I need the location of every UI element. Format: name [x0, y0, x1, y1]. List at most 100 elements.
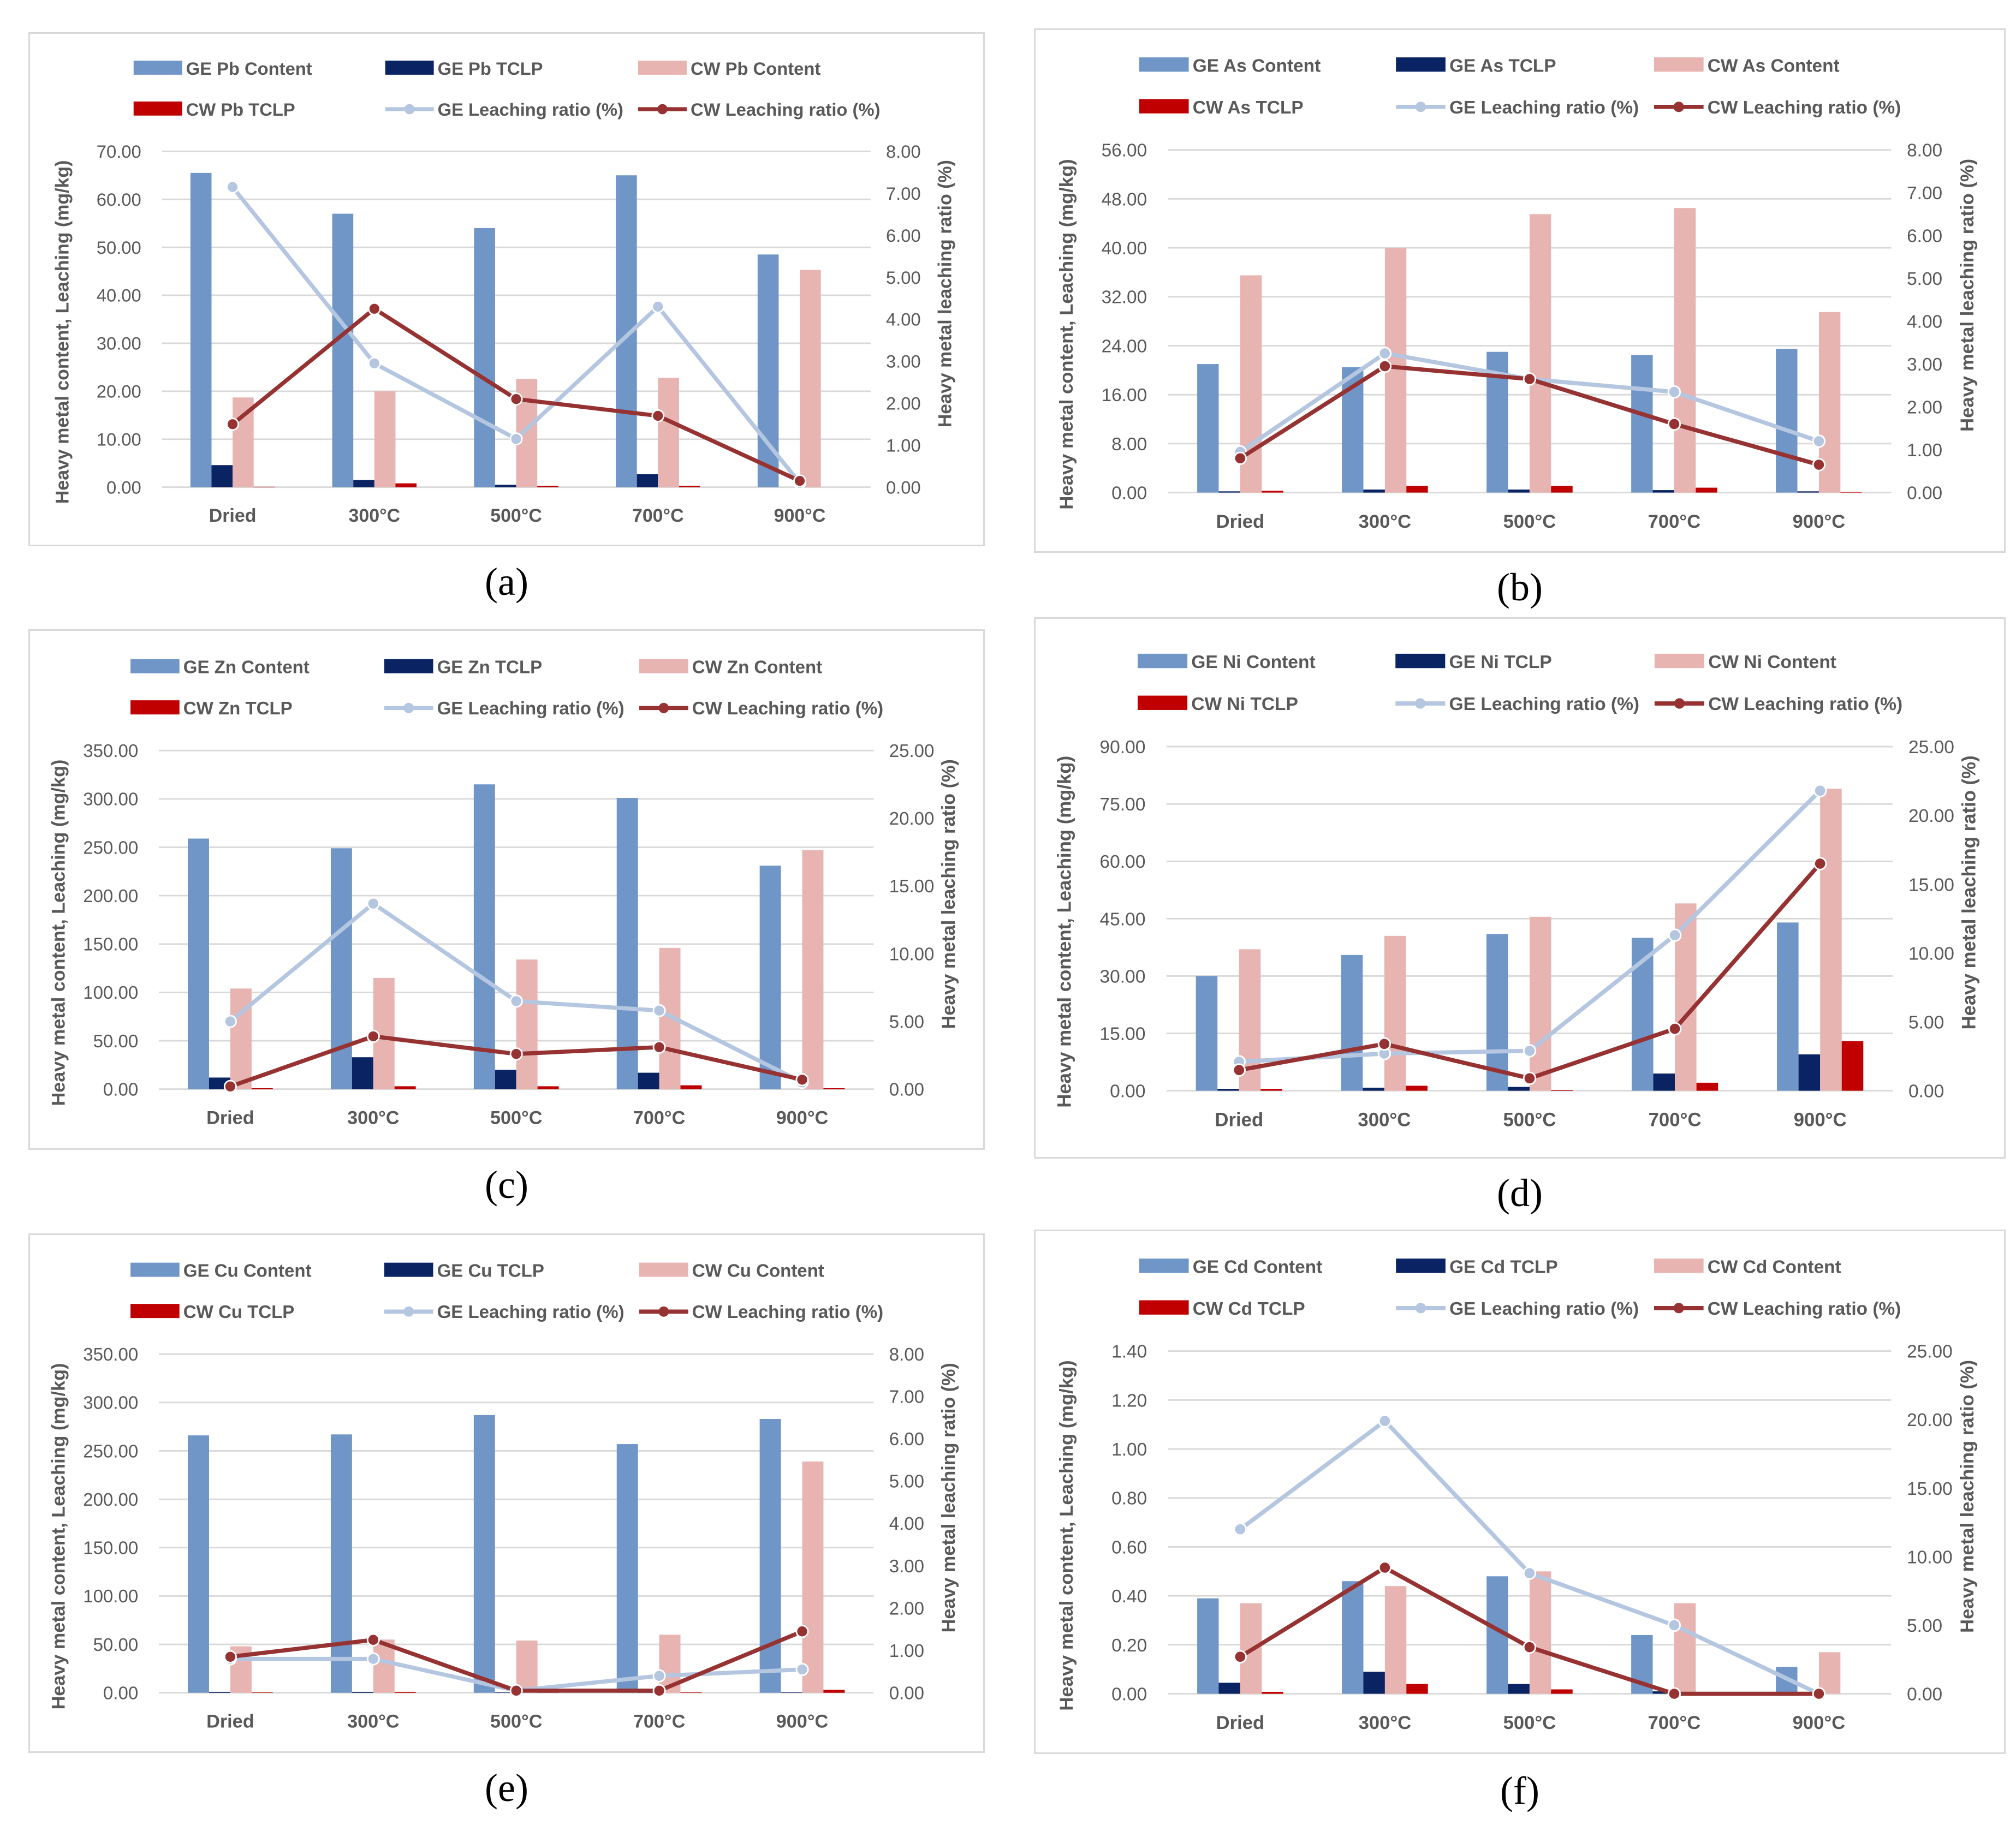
y-tick-label: 15.00 — [1099, 1024, 1145, 1044]
line-point — [1523, 1566, 1537, 1580]
x-tick-label: 300°C — [347, 1711, 399, 1732]
y-tick-label: 1.00 — [1111, 1440, 1147, 1460]
y2-tick-label: 5.00 — [1907, 1616, 1942, 1636]
y-tick-label: 200.00 — [83, 1489, 138, 1510]
legend-swatch — [130, 1262, 180, 1277]
legend-marker — [1673, 1303, 1684, 1314]
legend-marker — [658, 1306, 669, 1317]
legend-item: CW Leaching ratio (%) — [1654, 1299, 1901, 1319]
bar-ge-zn-content — [616, 798, 638, 1089]
y-tick-label: 70.00 — [97, 141, 141, 162]
y-tick-label: 1.20 — [1111, 1391, 1147, 1411]
panel-label-d: (d) — [1497, 1171, 1543, 1215]
legend-item: GE Leaching ratio (%) — [1395, 694, 1639, 714]
line-point — [366, 1652, 380, 1666]
y2-tick-label: 0.00 — [889, 1079, 924, 1100]
x-tick-label: Dried — [209, 505, 257, 526]
legend-item: GE Zn TCLP — [384, 657, 542, 677]
legend-label: GE Leaching ratio (%) — [1449, 98, 1639, 118]
chart-panel-f: 0.00 0.20 0.40 0.60 0.80 1.00 1.20 1.40 0.00 5.00… — [1034, 1230, 2006, 1754]
bar-ge-cu-content — [188, 1435, 209, 1693]
x-tick-label: 900°C — [776, 1711, 828, 1732]
y2-tick-label: 25.00 — [1907, 1342, 1953, 1362]
legend-swatch — [1139, 1259, 1189, 1273]
legend-swatch — [384, 659, 433, 673]
chart-panel-c: 0.00 50.00 100.00 150.00 200.00 250.00 300.00 3… — [28, 629, 985, 1150]
chart-svg: 0.00 15.00 30.00 45.00 60.00 75.00 90.00 0.00 5.… — [1055, 652, 1980, 1130]
line-point — [1378, 1414, 1392, 1428]
bar-ge-as-tclp — [1218, 491, 1240, 493]
legend-marker — [403, 702, 414, 713]
bar-ge-ni-tclp — [1798, 1054, 1821, 1091]
bar-ge-cd-tclp — [1508, 1684, 1530, 1694]
bar-ge-ni-tclp — [1508, 1087, 1530, 1091]
bar-ge-cd-tclp — [1652, 1691, 1674, 1694]
legend-label: CW Zn Content — [692, 657, 822, 677]
bar-cw-cu-tclp — [251, 1692, 273, 1693]
legend-item: CW Leaching ratio (%) — [639, 1302, 883, 1322]
bar-ge-zn-tclp — [495, 1070, 516, 1089]
y2-axis-title: Heavy metal leaching ratio (%) — [1957, 1360, 1978, 1633]
legend-label: GE Cu Content — [183, 1261, 312, 1281]
line-point — [1377, 1037, 1391, 1051]
legend-swatch — [1395, 653, 1446, 669]
bar-cw-zn-tclp — [680, 1085, 702, 1089]
line-point — [1378, 359, 1392, 373]
legend-swatch — [1654, 1259, 1704, 1273]
bar-cw-zn-tclp — [823, 1088, 845, 1089]
y-tick-label: 0.00 — [106, 477, 141, 497]
chart-svg: 0.00 50.00 100.00 150.00 200.00 250.00 300.00 3… — [49, 657, 959, 1129]
x-tick-label: 300°C — [347, 1107, 399, 1128]
bar-cw-cu-tclp — [680, 1692, 702, 1693]
line-point — [366, 897, 380, 910]
y2-tick-label: 7.00 — [1907, 183, 1942, 204]
y-tick-label: 350.00 — [83, 1344, 138, 1364]
bar-cw-cd-content — [1529, 1571, 1551, 1694]
bar-cw-ni-tclp — [1260, 1089, 1282, 1091]
x-tick-label: 300°C — [1358, 1110, 1411, 1130]
y2-tick-label: 6.00 — [886, 225, 921, 246]
y-tick-label: 50.00 — [93, 1635, 139, 1655]
chart-svg: 0.00 10.00 20.00 30.00 40.00 50.00 60.00 70.00 0… — [52, 58, 955, 526]
bar-cw-pb-tclp — [395, 483, 417, 487]
bar-ge-as-content — [1631, 355, 1653, 493]
y2-tick-label: 10.00 — [1907, 1547, 1953, 1567]
y2-axis-title: Heavy metal leaching ratio (%) — [938, 759, 959, 1029]
x-tick-label: 900°C — [1793, 1713, 1846, 1733]
panel-label-f: (f) — [1500, 1769, 1539, 1812]
bar-ge-ni-content — [1777, 922, 1799, 1091]
x-tick-label: 700°C — [1648, 1713, 1701, 1733]
legend-item: GE Leaching ratio (%) — [1396, 98, 1639, 118]
bar-cw-ni-content — [1384, 935, 1406, 1091]
bar-cw-cd-tclp — [1551, 1689, 1573, 1694]
line-point — [1667, 1687, 1681, 1701]
y2-tick-label: 7.00 — [886, 183, 921, 204]
y-tick-label: 24.00 — [1102, 336, 1147, 356]
legend-swatch — [130, 1304, 180, 1319]
bar-cw-ni-content — [1529, 916, 1551, 1091]
legend-label: GE Cu TCLP — [437, 1261, 544, 1281]
y-tick-label: 300.00 — [83, 789, 138, 809]
legend-swatch — [638, 61, 687, 75]
y2-tick-label: 4.00 — [886, 309, 921, 330]
legend-item: GE Cd TCLP — [1396, 1257, 1558, 1277]
bar-cw-as-content — [1674, 208, 1696, 493]
legend-marker — [658, 702, 669, 713]
legend-swatch — [1396, 1259, 1446, 1273]
y-tick-label: 0.00 — [103, 1683, 138, 1703]
y2-tick-label: 2.00 — [1907, 398, 1942, 418]
bar-ge-cu-tclp — [209, 1691, 230, 1693]
legend-label: GE Cd Content — [1193, 1257, 1323, 1277]
legend-item: CW As Content — [1654, 56, 1840, 76]
chart-svg: 0.00 50.00 100.00 150.00 200.00 250.00 300.00 3… — [49, 1261, 959, 1732]
y2-tick-label: 15.00 — [1908, 875, 1954, 895]
y2-axis-title: Heavy metal leaching ratio (%) — [1959, 755, 1979, 1029]
legend-swatch — [1139, 99, 1189, 114]
legend-item: GE Pb TCLP — [385, 58, 543, 79]
legend-label: CW Ni Content — [1708, 652, 1836, 672]
bar-ge-as-tclp — [1363, 489, 1385, 493]
y2-tick-label: 1.00 — [889, 1641, 924, 1661]
legend-marker — [403, 1306, 414, 1317]
panel-label-e: (e) — [485, 1766, 528, 1810]
y-tick-label: 0.00 — [1111, 484, 1147, 504]
